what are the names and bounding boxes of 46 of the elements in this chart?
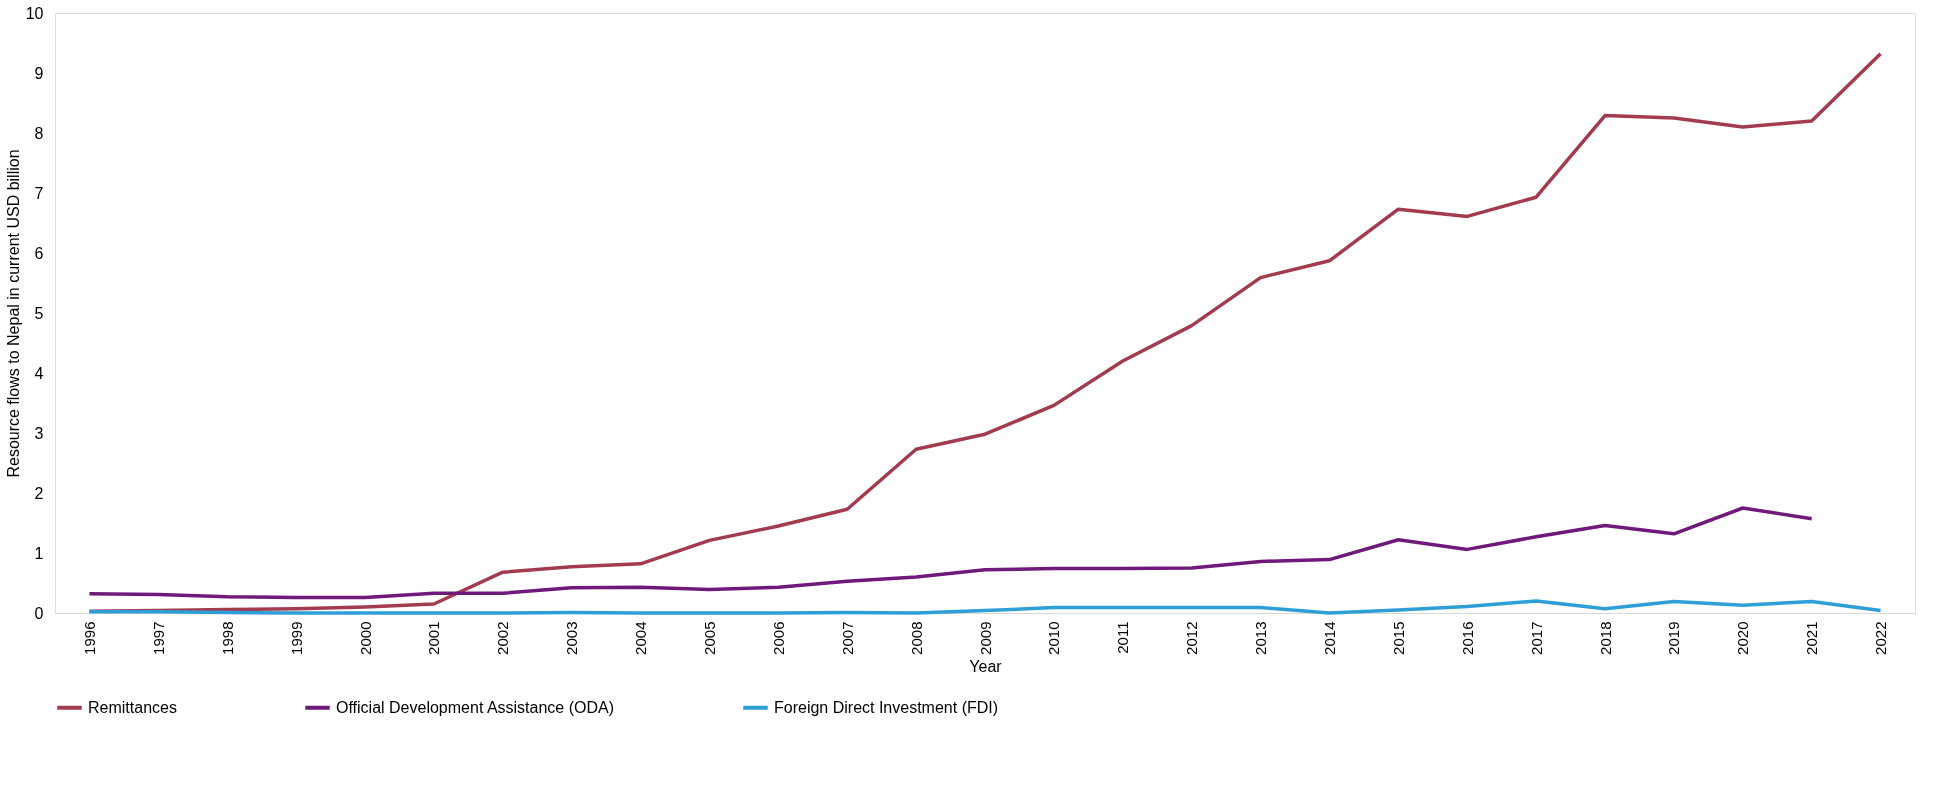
x-tick-label: 2013	[1252, 621, 1270, 655]
x-tick-label: 2007	[838, 621, 856, 655]
x-tick-label: 2017	[1527, 621, 1545, 655]
legend-label: Foreign Direct Investment (FDI)	[774, 698, 999, 716]
x-tick-label: 2008	[907, 621, 925, 655]
x-tick-label: 1997	[149, 621, 167, 655]
x-tick-label: 2019	[1665, 621, 1683, 655]
x-tick-label: 1996	[80, 621, 98, 655]
x-tick-label: 2020	[1734, 621, 1752, 655]
x-tick-label: 2018	[1596, 621, 1614, 655]
y-tick-label: 8	[34, 124, 44, 142]
line-series	[87, 52, 1883, 613]
y-tick-label: 9	[34, 64, 44, 82]
x-axis-title: Year	[969, 657, 1003, 675]
y-tick-label: 6	[34, 244, 44, 262]
x-tick-label: 2004	[632, 621, 650, 655]
x-tick-label: 2012	[1183, 621, 1201, 655]
y-tick-label: 4	[34, 364, 44, 382]
line-series	[87, 599, 1883, 615]
line-series	[87, 506, 1814, 600]
x-tick-label: 2021	[1803, 621, 1821, 655]
x-tick-label: 2002	[494, 621, 512, 655]
legend-label: Remittances	[88, 698, 177, 716]
x-tick-label: 2016	[1458, 621, 1476, 655]
x-tick-label: 1998	[218, 621, 236, 655]
x-tick-label: 2006	[769, 621, 787, 655]
y-tick-label: 2	[34, 484, 44, 502]
y-tick-label: 3	[34, 424, 44, 442]
y-tick-label: 1	[34, 544, 44, 562]
legend-label: Official Development Assistance (ODA)	[336, 698, 615, 716]
y-tick-label: 5	[34, 304, 44, 322]
x-tick-label: 1999	[287, 621, 305, 655]
x-tick-label: 2003	[563, 621, 581, 655]
x-tick-label: 2005	[700, 621, 718, 655]
x-tick-label: 2009	[976, 621, 994, 655]
x-tick-label: 2001	[425, 621, 443, 655]
x-tick-label: 2000	[356, 621, 374, 655]
x-tick-label: 2010	[1045, 621, 1063, 655]
x-tick-label: 2022	[1872, 621, 1890, 655]
y-tick-label: 10	[25, 4, 44, 22]
x-tick-label: 2014	[1320, 621, 1338, 655]
y-tick-label: 7	[34, 184, 44, 202]
x-tick-label: 2011	[1114, 621, 1132, 654]
y-tick-label: 0	[34, 604, 44, 622]
x-tick-label: 2015	[1389, 621, 1407, 655]
y-axis-title: Resource flows to Nepal in current USD billion	[4, 149, 22, 478]
